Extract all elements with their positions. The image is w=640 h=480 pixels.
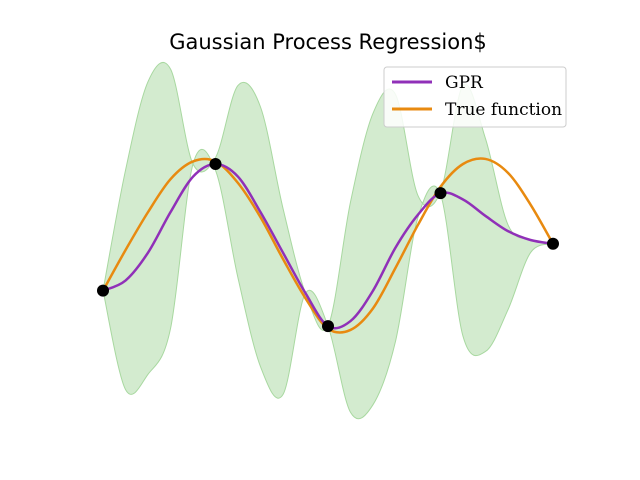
observation-point bbox=[97, 284, 109, 297]
legend-label-true-function: True function bbox=[445, 100, 562, 120]
legend-label-gpr: GPR bbox=[445, 73, 484, 93]
observation-point bbox=[434, 187, 447, 200]
chart-title: Gaussian Process Regression$ bbox=[169, 30, 487, 54]
legend: GPR True function bbox=[383, 66, 567, 128]
observation-point bbox=[547, 237, 559, 250]
observation-point bbox=[322, 320, 334, 333]
observation-point bbox=[209, 158, 222, 170]
observation-point-layer bbox=[97, 158, 559, 333]
